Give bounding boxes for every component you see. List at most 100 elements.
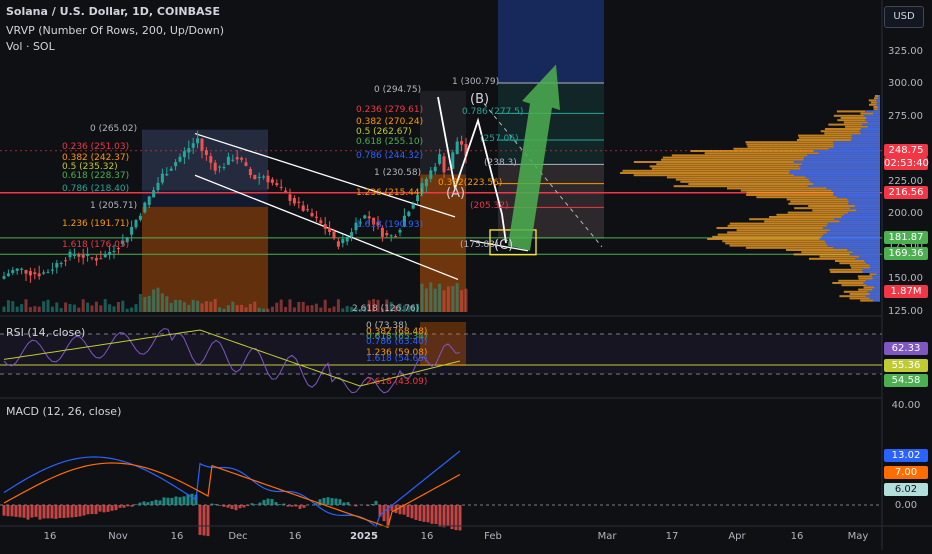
volume-bar <box>91 305 94 312</box>
price-tick-label: 125.00 <box>888 306 923 317</box>
fib-mid-label: 0.236 (279.61) <box>356 105 423 115</box>
volume-profile-row-down <box>794 174 880 176</box>
macd-histogram-bar <box>31 505 34 517</box>
macd-pane-title[interactable]: MACD (12, 26, close) <box>6 405 121 418</box>
candle-body <box>99 258 102 259</box>
volume-profile-row-down <box>800 168 880 170</box>
candle-body <box>267 176 270 183</box>
macd-histogram-bar <box>295 505 298 506</box>
volume-profile-row-down <box>833 194 880 196</box>
volume-profile-row-down <box>799 165 880 167</box>
volume-profile-row-down <box>869 297 880 299</box>
volume-bar <box>161 293 164 312</box>
volume-bar <box>16 307 19 312</box>
candle-body <box>223 167 226 168</box>
x-axis-label: 16 <box>791 531 804 542</box>
macd-histogram-bar <box>147 502 150 505</box>
macd-histogram-bar <box>67 505 70 518</box>
volume-bar <box>249 304 252 312</box>
candle-body <box>460 141 463 145</box>
volume-indicator-label[interactable]: Vol · SOL <box>6 40 55 53</box>
price-tick-label: 300.00 <box>888 78 923 89</box>
macd-histogram-bar <box>175 497 178 505</box>
macd-histogram-bar <box>451 505 454 529</box>
candle-body <box>25 270 28 274</box>
currency-button[interactable]: USD <box>884 6 924 28</box>
macd-histogram-bar <box>3 505 6 516</box>
volume-bar <box>311 305 314 312</box>
fib-mid-label: 0.5 (262.67) <box>356 127 412 137</box>
candle-body <box>73 255 76 256</box>
macd-histogram-bar <box>107 505 110 512</box>
macd-tag: 7.00 <box>884 466 928 479</box>
volume-profile-row-down <box>837 196 880 198</box>
fib-mid-label: 0.618 (255.10) <box>356 137 423 147</box>
macd-histogram-bar <box>247 505 250 506</box>
candle-body <box>363 215 366 218</box>
candle-body <box>130 227 133 235</box>
candle-body <box>311 213 314 216</box>
vrvp-indicator-label[interactable]: VRVP (Number Of Rows, 200, Up/Down) <box>6 24 224 37</box>
volume-profile-row-down <box>864 260 880 262</box>
candle-body <box>148 196 151 204</box>
volume-profile-row-down <box>872 278 880 280</box>
macd-histogram-bar <box>59 505 62 518</box>
fib-left-label: 0.786 (218.40) <box>62 184 129 194</box>
candle-body <box>143 203 146 213</box>
candle-body <box>262 176 265 177</box>
wave-label: (C) <box>494 238 513 253</box>
price-tag: 248.75 <box>884 144 928 157</box>
candle-body <box>240 158 243 160</box>
macd-histogram-bar <box>447 505 450 526</box>
candle-body <box>161 174 164 183</box>
rsi-pane-title[interactable]: RSI (14, close) <box>6 326 85 339</box>
macd-histogram-bar <box>407 505 410 517</box>
candle-body <box>104 254 107 257</box>
fib-mid-label: 1 (230.58) <box>374 168 421 178</box>
volume-profile-row-down <box>790 170 880 172</box>
volume-bar <box>227 305 230 312</box>
macd-histogram-bar <box>459 505 462 530</box>
candle-body <box>412 204 415 208</box>
macd-histogram-bar <box>335 498 338 505</box>
volume-bar <box>447 286 450 312</box>
rsi-fib-label: 2.618 (43.09) <box>366 377 427 387</box>
x-axis-label: Nov <box>108 531 128 542</box>
volume-bar <box>25 299 28 312</box>
volume-bar <box>174 300 177 312</box>
volume-profile-row-down <box>833 192 880 194</box>
volume-profile-row-down <box>829 148 880 150</box>
candle-body <box>319 220 322 223</box>
macd-histogram-bar <box>63 505 66 518</box>
fib-right-label: (238.3) <box>484 158 517 168</box>
volume-profile-row-down <box>865 119 880 121</box>
volume-bar <box>143 297 146 312</box>
volume-profile-row-down <box>848 212 880 214</box>
volume-bar <box>152 289 155 312</box>
macd-histogram-bar <box>231 505 234 509</box>
volume-profile-row-down <box>864 115 880 117</box>
volume-profile-row-down <box>809 179 880 181</box>
volume-profile-row-down <box>877 102 880 104</box>
volume-bar <box>121 301 124 312</box>
volume-profile-row-down <box>804 157 880 159</box>
candle-body <box>51 270 54 271</box>
candle-body <box>306 209 309 210</box>
macd-histogram-bar <box>11 505 14 516</box>
candle-body <box>86 254 89 256</box>
volume-profile-row-down <box>874 286 880 288</box>
symbol-title[interactable]: Solana / U.S. Dollar, 1D, COINBASE <box>6 5 220 18</box>
macd-histogram-bar <box>339 499 342 505</box>
macd-histogram-bar <box>431 505 434 524</box>
x-axis-label: Mar <box>598 531 617 542</box>
volume-bar <box>337 299 340 312</box>
volume-profile-row-down <box>827 223 880 225</box>
price-tick-label: 150.00 <box>888 273 923 284</box>
macd-histogram-bar <box>99 505 102 512</box>
macd-histogram-bar <box>155 500 158 505</box>
candle-body <box>82 255 85 258</box>
volume-bar <box>275 303 278 312</box>
macd-histogram-bar <box>331 498 334 505</box>
x-axis-label: Apr <box>728 531 745 542</box>
volume-bar <box>47 300 50 312</box>
